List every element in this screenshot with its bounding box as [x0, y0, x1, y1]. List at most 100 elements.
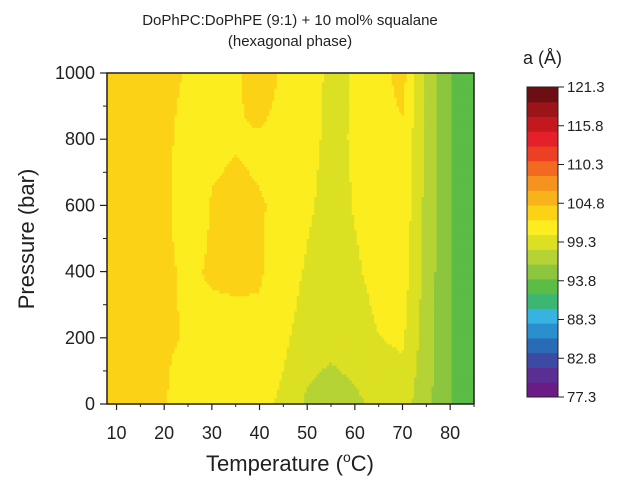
- heatmap-cell: [251, 325, 255, 330]
- heatmap-cell: [306, 367, 310, 372]
- heatmap-cell: [356, 382, 360, 387]
- heatmap-cell: [236, 397, 240, 402]
- heatmap-cell: [359, 340, 363, 345]
- heatmap-cell: [386, 358, 390, 363]
- heatmap-cell: [119, 346, 123, 351]
- heatmap-cell: [456, 322, 460, 327]
- heatmap-cell: [119, 379, 123, 384]
- heatmap-cell: [261, 307, 265, 312]
- heatmap-cell: [421, 355, 425, 360]
- heatmap-cell: [396, 331, 400, 336]
- heatmap-cell: [281, 361, 285, 366]
- heatmap-cell: [436, 307, 440, 312]
- heatmap-cell: [329, 325, 333, 330]
- heatmap-cell: [249, 367, 253, 372]
- heatmap-cell: [196, 331, 200, 336]
- heatmap-cell: [344, 343, 348, 348]
- heatmap-cell: [129, 346, 133, 351]
- heatmap-cell: [156, 391, 161, 396]
- heatmap-cell: [139, 361, 143, 366]
- heatmap-cell: [151, 391, 156, 396]
- heatmap-cell: [259, 313, 263, 318]
- heatmap-cell: [349, 364, 353, 369]
- heatmap-cell: [119, 319, 123, 324]
- heatmap-cell: [169, 334, 173, 339]
- heatmap-cell: [221, 358, 225, 363]
- heatmap-cell: [439, 319, 443, 324]
- heatmap-cell: [219, 325, 223, 330]
- heatmap-cell: [119, 304, 123, 309]
- heatmap-cell: [356, 397, 360, 402]
- heatmap-cell: [164, 388, 168, 393]
- heatmap-cell: [114, 331, 118, 336]
- heatmap-cell: [224, 352, 228, 357]
- heatmap-cell: [456, 385, 460, 390]
- heatmap-cell: [191, 355, 195, 360]
- heatmap-cell: [434, 337, 438, 342]
- heatmap-cell: [329, 316, 333, 321]
- heatmap-cell: [181, 358, 185, 363]
- heatmap-cell: [286, 325, 290, 330]
- heatmap-cell: [121, 331, 126, 336]
- heatmap-cell: [446, 352, 450, 357]
- heatmap-cell: [314, 361, 318, 366]
- heatmap-cell: [211, 358, 215, 363]
- heatmap-cell: [391, 349, 395, 354]
- heatmap-cell: [107, 391, 111, 396]
- heatmap-cell: [107, 337, 111, 342]
- heatmap-cell: [139, 391, 143, 396]
- heatmap-cell: [241, 367, 245, 372]
- heatmap-cell: [386, 370, 390, 375]
- heatmap-cell: [121, 349, 126, 354]
- heatmap-cell: [334, 334, 338, 339]
- heatmap-cell: [346, 385, 350, 390]
- heatmap-cell: [179, 364, 183, 369]
- heatmap-cell: [154, 385, 158, 390]
- heatmap-cell: [269, 340, 273, 345]
- heatmap-cell: [354, 358, 358, 363]
- heatmap-cell: [121, 364, 126, 369]
- heatmap-cell: [234, 358, 238, 363]
- heatmap-cell: [249, 379, 253, 384]
- heatmap-cell: [209, 331, 213, 336]
- heatmap-cell: [419, 304, 423, 309]
- heatmap-cell: [449, 382, 453, 387]
- heatmap-cell: [214, 385, 218, 390]
- heatmap-cell: [189, 367, 193, 372]
- heatmap-cell: [471, 307, 474, 312]
- heatmap-cell: [461, 307, 465, 312]
- heatmap-cell: [151, 385, 156, 390]
- heatmap-cell: [369, 322, 373, 327]
- heatmap-cell: [349, 319, 353, 324]
- heatmap-cell: [411, 352, 415, 357]
- heatmap-cell: [209, 394, 213, 399]
- heatmap-cell: [466, 391, 470, 396]
- heatmap-cell: [414, 307, 418, 312]
- heatmap-cell: [426, 301, 430, 306]
- heatmap-cell: [379, 328, 383, 333]
- heatmap-cell: [109, 331, 113, 336]
- heatmap-cell: [206, 361, 210, 366]
- heatmap-cell: [351, 361, 355, 366]
- heatmap-cell: [269, 358, 273, 363]
- heatmap-cell: [144, 346, 148, 351]
- heatmap-cell: [146, 316, 151, 321]
- heatmap-cell: [376, 337, 380, 342]
- heatmap-cell: [249, 370, 253, 375]
- heatmap-cell: [134, 313, 138, 318]
- heatmap-cell: [351, 352, 355, 357]
- heatmap-cell: [121, 325, 126, 330]
- heatmap-cell: [464, 322, 468, 327]
- heatmap-cell: [391, 394, 395, 399]
- heatmap-cell: [249, 337, 253, 342]
- heatmap-cell: [219, 346, 223, 351]
- heatmap-cell: [291, 322, 295, 327]
- heatmap-cell: [331, 310, 335, 315]
- heatmap-cell: [359, 328, 363, 333]
- heatmap-cell: [107, 301, 111, 306]
- heatmap-cell: [434, 367, 438, 372]
- heatmap-cell: [321, 391, 325, 396]
- heatmap-cell: [464, 373, 468, 378]
- heatmap-cell: [336, 346, 340, 351]
- heatmap-cell: [236, 301, 240, 306]
